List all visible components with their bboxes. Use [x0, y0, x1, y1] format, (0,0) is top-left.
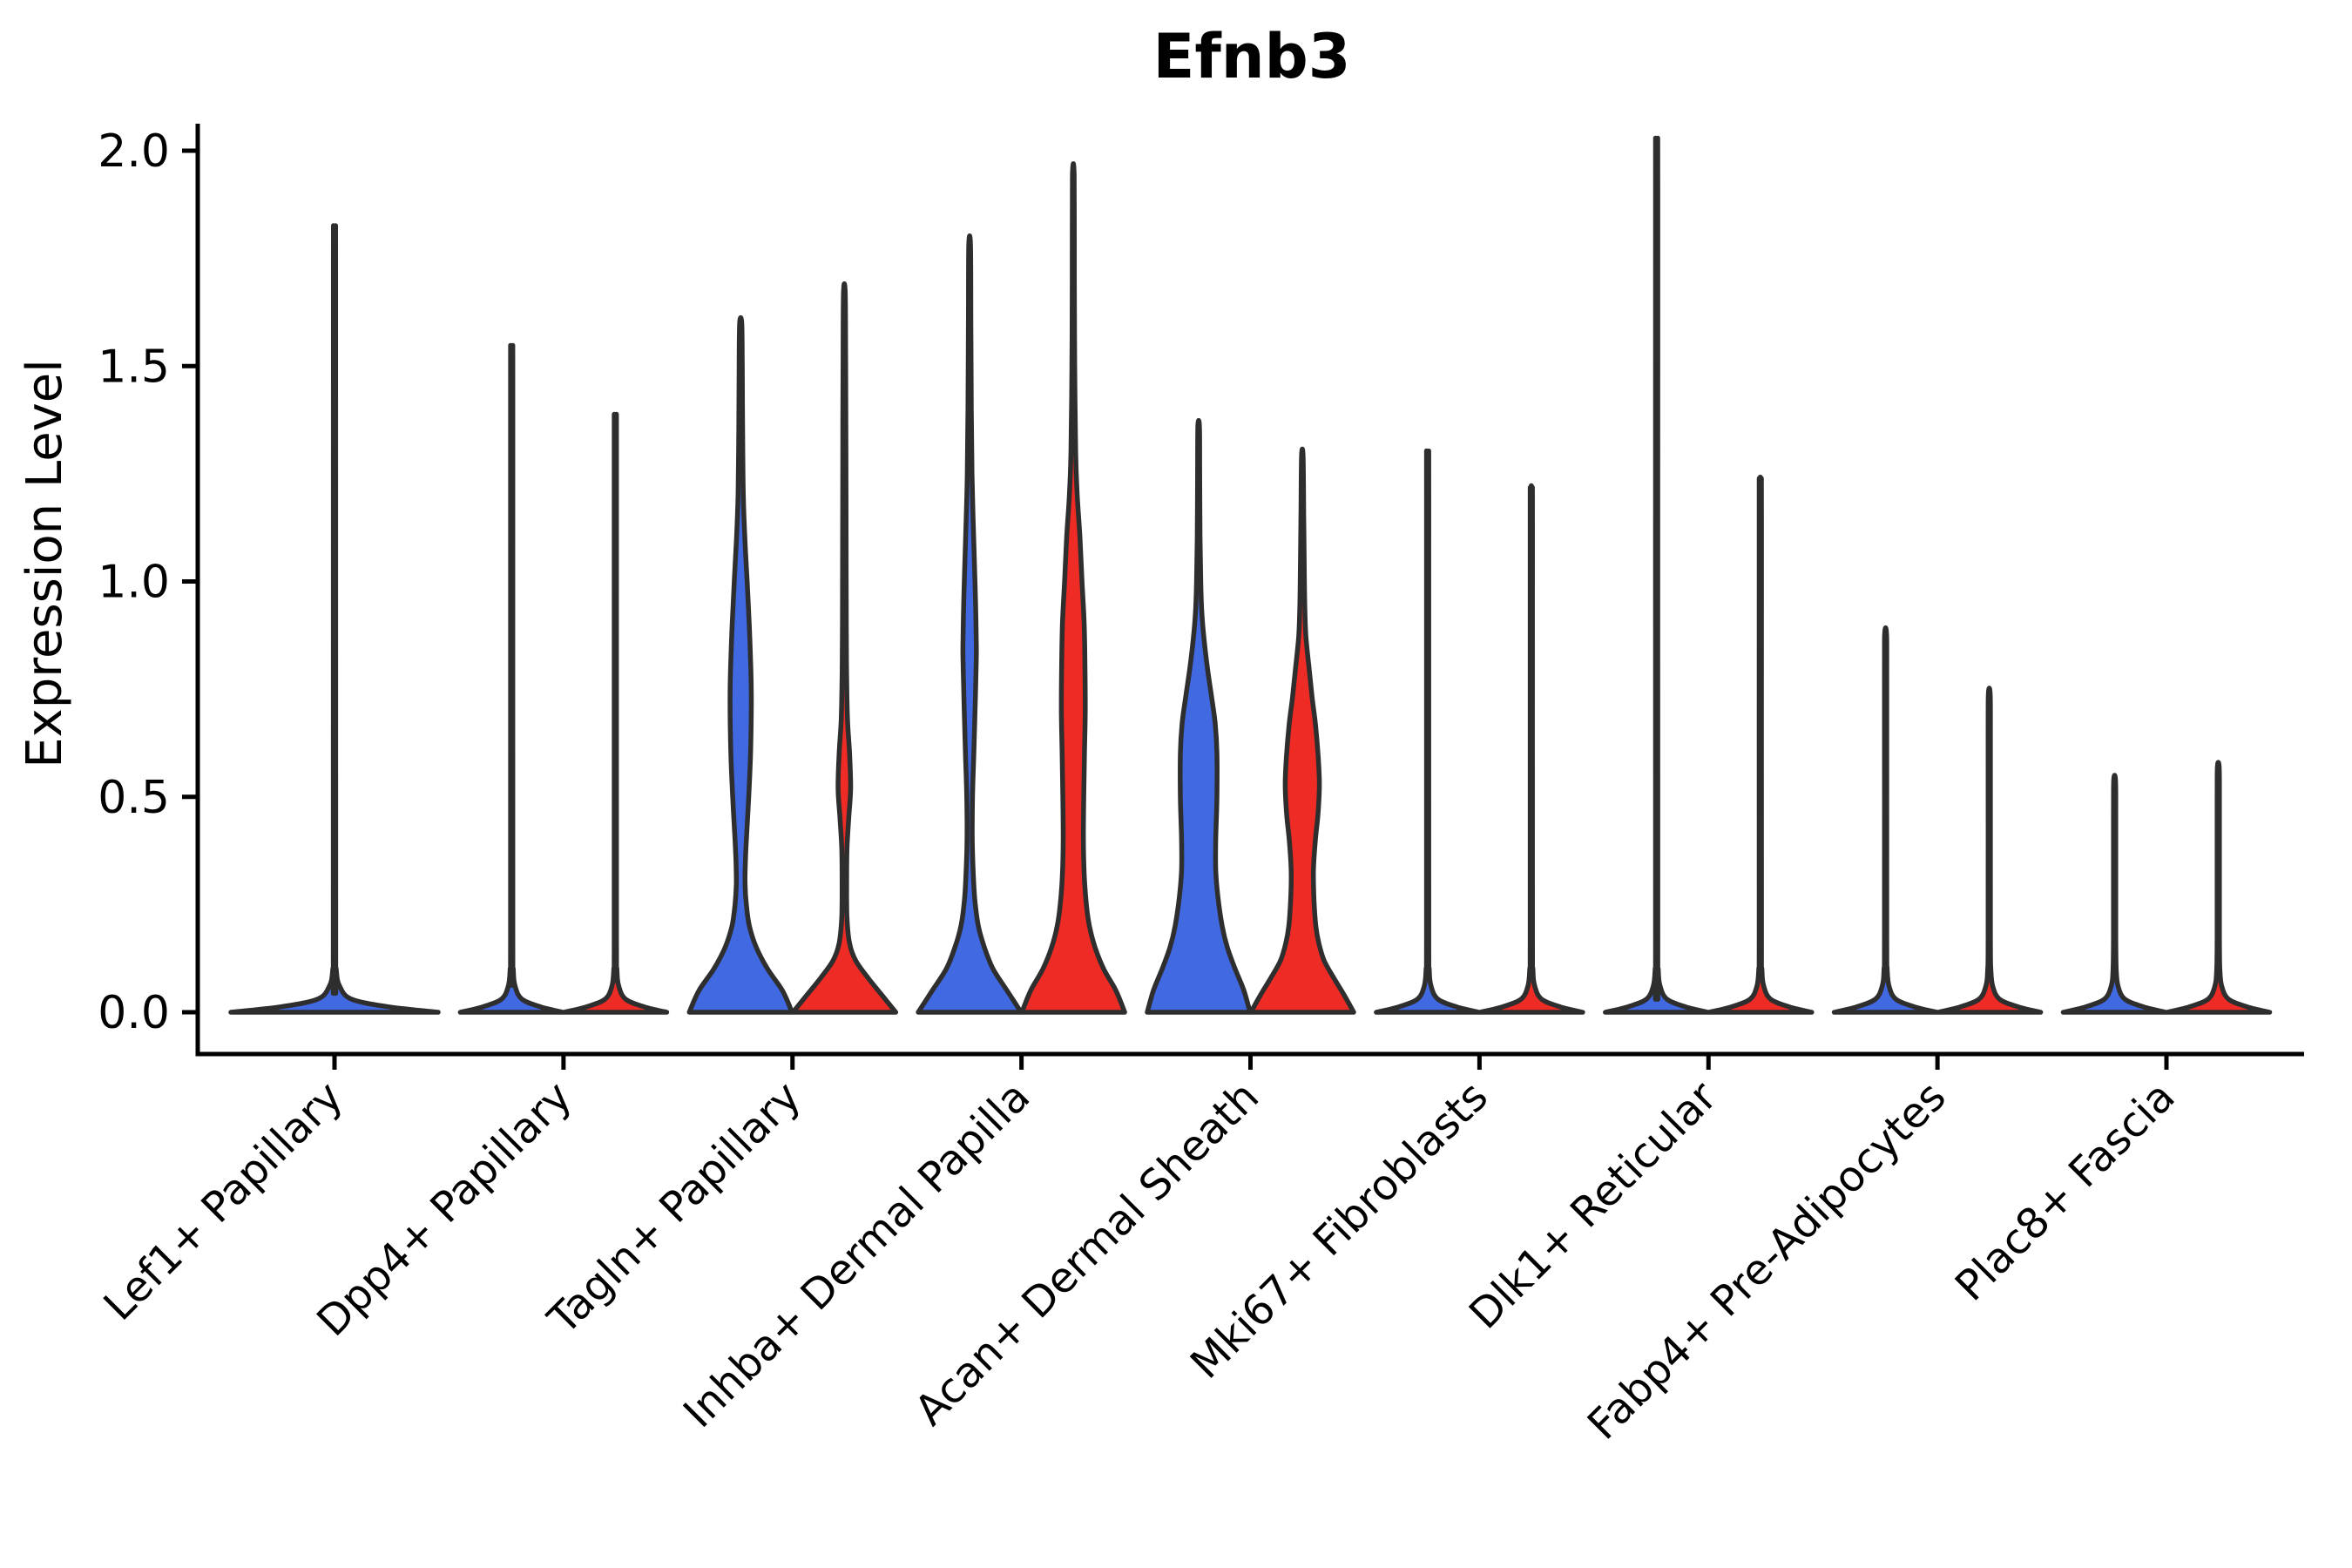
y-axis-label: Expression Level	[17, 359, 73, 768]
x-axis-category-label: Dpp4+ Papillary	[308, 1072, 581, 1346]
violin-1-left	[457, 342, 566, 1015]
violin-3-right	[1019, 161, 1127, 1015]
violin-5-left	[1374, 449, 1482, 1015]
violin-7-right	[1935, 686, 2044, 1015]
violin-6-left	[1603, 135, 1711, 1015]
y-tick-label: 0.0	[98, 987, 170, 1039]
violin-6-right	[1707, 474, 1815, 1015]
y-tick-label: 1.0	[98, 557, 170, 609]
violin-4-left	[1145, 417, 1253, 1015]
violin-0-center	[228, 223, 441, 1015]
y-tick-label: 2.0	[98, 125, 170, 178]
y-tick-label: 0.5	[98, 772, 170, 824]
x-axis-category-label: Lef1+ Papillary	[95, 1072, 353, 1330]
violin-2-right	[790, 280, 899, 1015]
violin-8-right	[2164, 760, 2273, 1015]
chart-title: Efnb3	[1152, 21, 1351, 92]
violin-5-right	[1477, 483, 1585, 1015]
violin-8-left	[2060, 773, 2169, 1015]
violin-2-left	[686, 314, 795, 1015]
violin-4-right	[1248, 446, 1356, 1015]
violin-3-left	[916, 233, 1024, 1015]
violin-7-left	[1831, 625, 1940, 1015]
violin-1-right	[561, 411, 670, 1015]
x-axis-category-label: Tagln+ Papillary	[538, 1072, 810, 1344]
x-axis-category-label: Dlk1+ Reticular	[1460, 1072, 1727, 1339]
y-tick-label: 1.5	[98, 341, 170, 393]
x-axis-category-label: Plac8+ Fascia	[1946, 1072, 2185, 1311]
